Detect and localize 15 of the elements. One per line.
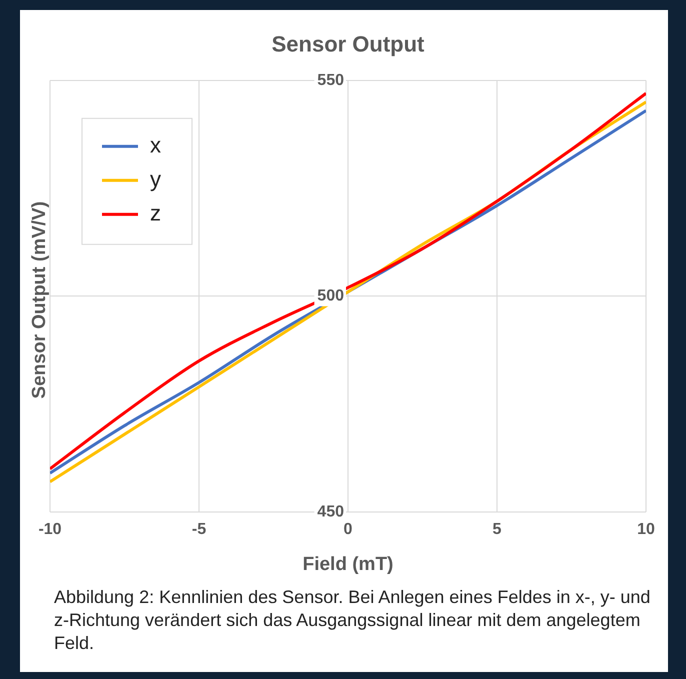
x-tick-label: 0	[344, 521, 353, 538]
y-tick-label: 500	[317, 288, 344, 305]
x-tick-label: 10	[637, 521, 655, 538]
y-tick-label: 550	[317, 72, 344, 89]
x-tick-label: -5	[192, 521, 206, 538]
x-axis-title: Field (mT)	[302, 554, 394, 575]
text: Abbildung 2: Kennlinien des Sensor. Bei Anlegen eines Feldes in x-, y- und z-Richtung verändert sich das Ausgangssignal linear mit dem angelegtem Feld.	[54, 586, 652, 655]
y-axis-title: Sensor Output (mV/V)	[29, 201, 51, 399]
x-tick-label: 5	[492, 521, 502, 538]
y-tick-label: 450	[317, 503, 344, 520]
chart-title: Sensor Output	[272, 31, 426, 56]
legend-label: z	[150, 200, 161, 226]
legend-label: x	[150, 132, 161, 158]
x-tick-label: -10	[38, 521, 62, 538]
legend-label: y	[150, 166, 161, 192]
